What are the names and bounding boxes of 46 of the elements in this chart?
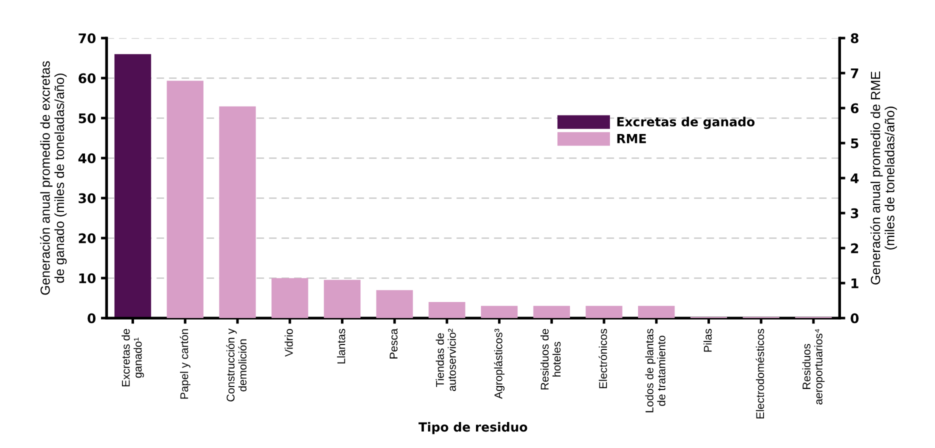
y2-tick-label: 6	[850, 103, 859, 114]
x-tick-label: Electrónicos	[598, 328, 607, 388]
x-tick-label: Residuos de hoteles	[540, 328, 561, 390]
x-tick-label: Pilas	[704, 328, 712, 352]
x-tick-label: Vidrio	[284, 328, 293, 357]
y-tick-label: 30	[78, 193, 96, 204]
bar	[324, 280, 361, 318]
bar	[376, 290, 413, 318]
y-tick-label: 70	[78, 33, 96, 44]
bar	[638, 306, 675, 318]
y2-tick-label: 3	[850, 208, 858, 218]
y2-axis-title: Generación anual promedio de RME (miles de toneladas/año)	[870, 72, 897, 284]
bar	[533, 306, 570, 318]
y-tick-label: 50	[78, 113, 96, 124]
x-axis-title: Tipo de residuo	[418, 422, 528, 434]
y-tick-label: 0	[88, 313, 96, 324]
x-tick-label: Electrodomésticos	[756, 328, 764, 418]
x-tick-label: Pesca	[390, 328, 398, 358]
y2-tick-label: 8	[850, 33, 858, 44]
y-tick-label: 60	[78, 73, 96, 84]
y-axis-title: Generación anual promedio de excretas de ganado (miles de toneladas/año)	[40, 61, 67, 295]
bar	[272, 278, 308, 318]
x-tick-label: Excretas de ganado¹	[122, 328, 144, 386]
y2-tick-label: 5	[851, 138, 858, 148]
legend-label: Excretas de ganado	[617, 116, 755, 129]
bar	[166, 80, 204, 318]
y-tick-label: 40	[78, 153, 96, 164]
x-tick-label: Tiendas de autoservicio²	[436, 328, 456, 392]
x-tick-label: Construcción y demolición	[226, 328, 247, 402]
y2-tick-label: 7	[850, 68, 858, 78]
x-tick-label: Llantas	[337, 328, 346, 364]
y2-tick-label: 2	[851, 243, 858, 254]
y2-tick-label: 0	[850, 313, 859, 324]
bar	[586, 306, 622, 318]
bar	[480, 306, 518, 318]
y2-tick-label: 1	[852, 278, 858, 288]
legend-label: RME	[617, 134, 646, 144]
x-tick-label: Agroplásticos³	[494, 328, 505, 399]
y2-tick-label: 4	[850, 173, 859, 184]
bar	[428, 302, 466, 318]
y-tick-label: 20	[78, 233, 96, 244]
x-tick-label: Residuos aeroportuarios⁴	[802, 329, 825, 404]
x-tick-label: Papel y cartón	[180, 329, 190, 399]
x-tick-label: Lodos de plantas de tratamiento	[645, 328, 666, 412]
y-tick-label: 10	[79, 273, 96, 284]
bar	[219, 106, 256, 318]
